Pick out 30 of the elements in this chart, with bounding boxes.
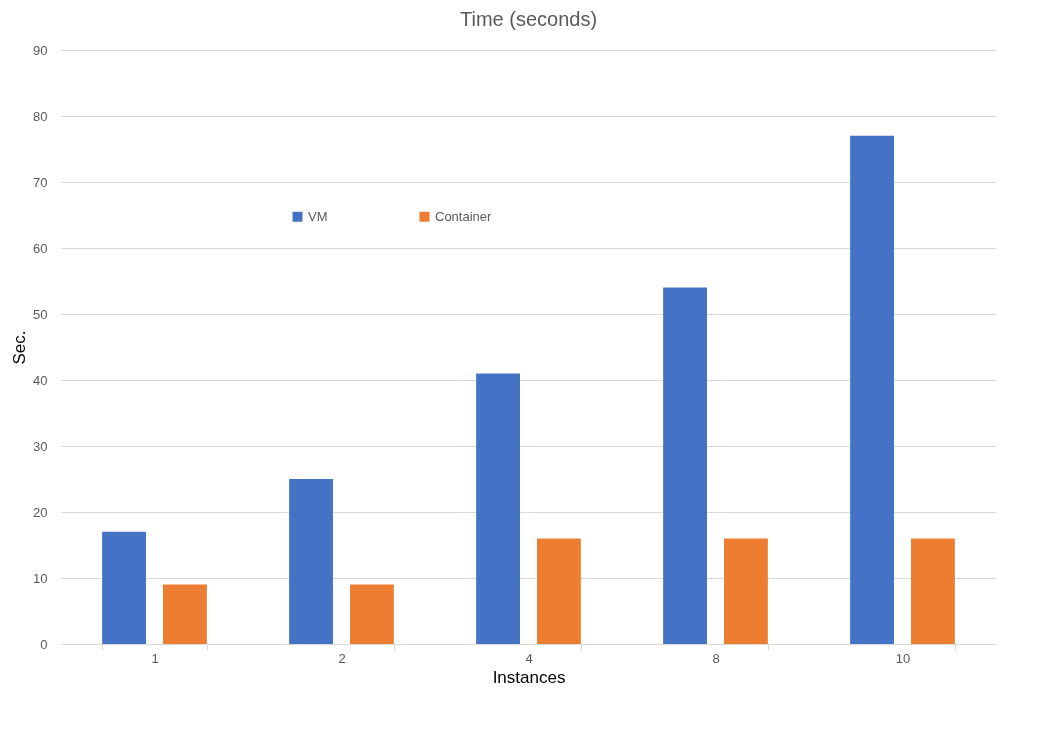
x-tick-label: 4: [525, 650, 533, 666]
y-tick-label: 30: [33, 438, 48, 454]
x-tick-label: 1: [151, 650, 159, 666]
bar: [289, 479, 333, 644]
bar: [724, 538, 768, 644]
chart-title: Time (seconds): [459, 8, 598, 30]
legend-label: VM: [308, 208, 328, 224]
bar: [850, 135, 894, 644]
y-tick-label: 60: [33, 240, 48, 256]
y-tick-label: 90: [33, 42, 48, 58]
y-tick-label: 10: [33, 570, 48, 586]
y-tick-label: 20: [33, 504, 48, 520]
bar: [663, 287, 707, 644]
y-tick-label: 70: [33, 174, 48, 190]
y-tick-label: 80: [33, 108, 48, 124]
bar: [163, 584, 207, 644]
bar: [350, 584, 394, 644]
legend-label: Container: [435, 208, 493, 224]
x-axis-title: Instances: [492, 667, 566, 687]
y-axis-title: Sec.: [10, 330, 30, 365]
x-tick-label: 10: [895, 650, 911, 666]
bar: [537, 538, 581, 644]
bar: [476, 373, 520, 644]
x-tick-label: 2: [338, 650, 346, 666]
bar: [911, 538, 955, 644]
y-tick-label: 50: [33, 306, 48, 322]
y-tick-label: 40: [33, 372, 48, 388]
bar: [102, 531, 146, 644]
y-tick-label: 0: [40, 636, 48, 652]
x-tick-label: 8: [712, 650, 720, 666]
